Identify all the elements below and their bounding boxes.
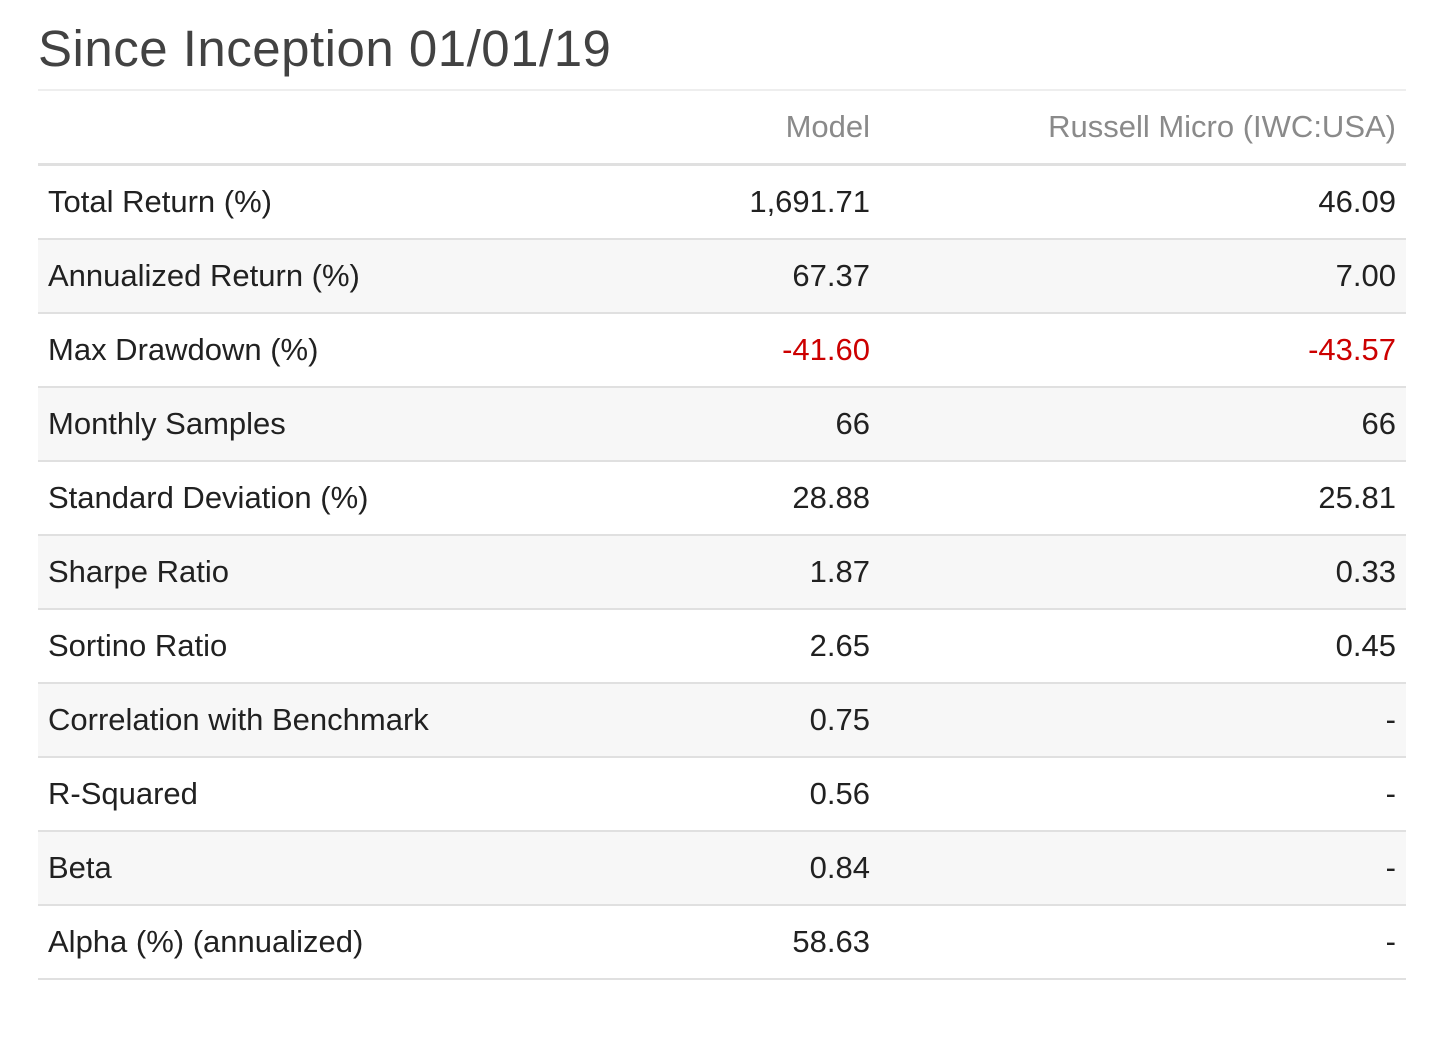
- benchmark-value: 25.81: [880, 461, 1406, 536]
- benchmark-value: 66: [880, 387, 1406, 462]
- model-value: 0.84: [660, 831, 880, 906]
- benchmark-value: -: [880, 683, 1406, 758]
- benchmark-value: 46.09: [880, 164, 1406, 240]
- table-row: Alpha (%) (annualized) 58.63 -: [38, 905, 1406, 980]
- header-benchmark: Russell Micro (IWC:USA): [880, 90, 1406, 166]
- table-row: Monthly Samples 66 66: [38, 387, 1406, 462]
- table-body: Total Return (%) 1,691.71 46.09 Annualiz…: [38, 164, 1406, 980]
- benchmark-value: 7.00: [880, 239, 1406, 314]
- header-label-cell: [38, 90, 660, 166]
- header-row: Model Russell Micro (IWC:USA): [38, 90, 1406, 166]
- model-value: -41.60: [660, 313, 880, 388]
- model-value: 0.75: [660, 683, 880, 758]
- table-row: Sortino Ratio 2.65 0.45: [38, 609, 1406, 684]
- table-header: Model Russell Micro (IWC:USA): [38, 90, 1406, 166]
- model-value: 58.63: [660, 905, 880, 980]
- row-label: Alpha (%) (annualized): [38, 905, 660, 980]
- row-label: Standard Deviation (%): [38, 461, 660, 536]
- table-row: Annualized Return (%) 67.37 7.00: [38, 239, 1406, 314]
- model-value: 0.56: [660, 757, 880, 832]
- benchmark-value: 0.33: [880, 535, 1406, 610]
- row-label: Monthly Samples: [38, 387, 660, 462]
- row-label: Max Drawdown (%): [38, 313, 660, 388]
- table-row: Correlation with Benchmark 0.75 -: [38, 683, 1406, 758]
- row-label: Sortino Ratio: [38, 609, 660, 684]
- model-value: 28.88: [660, 461, 880, 536]
- table-row: Max Drawdown (%) -41.60 -43.57: [38, 313, 1406, 388]
- model-value: 66: [660, 387, 880, 462]
- stats-table: Model Russell Micro (IWC:USA) Total Retu…: [38, 89, 1406, 980]
- table-row: Sharpe Ratio 1.87 0.33: [38, 535, 1406, 610]
- row-label: Annualized Return (%): [38, 239, 660, 314]
- model-value: 1.87: [660, 535, 880, 610]
- table-row: R-Squared 0.56 -: [38, 757, 1406, 832]
- header-model: Model: [660, 90, 880, 166]
- page-title: Since Inception 01/01/19: [38, 20, 612, 77]
- table-row: Total Return (%) 1,691.71 46.09: [38, 164, 1406, 240]
- model-value: 1,691.71: [660, 164, 880, 240]
- row-label: Beta: [38, 831, 660, 906]
- benchmark-value: -: [880, 905, 1406, 980]
- table-row: Standard Deviation (%) 28.88 25.81: [38, 461, 1406, 536]
- benchmark-value: -43.57: [880, 313, 1406, 388]
- row-label: R-Squared: [38, 757, 660, 832]
- benchmark-value: -: [880, 831, 1406, 906]
- row-label: Correlation with Benchmark: [38, 683, 660, 758]
- model-value: 67.37: [660, 239, 880, 314]
- model-value: 2.65: [660, 609, 880, 684]
- benchmark-value: -: [880, 757, 1406, 832]
- row-label: Total Return (%): [38, 164, 660, 240]
- performance-panel: Since Inception 01/01/19 Model Russell M…: [38, 0, 1406, 980]
- table-row: Beta 0.84 -: [38, 831, 1406, 906]
- row-label: Sharpe Ratio: [38, 535, 660, 610]
- benchmark-value: 0.45: [880, 609, 1406, 684]
